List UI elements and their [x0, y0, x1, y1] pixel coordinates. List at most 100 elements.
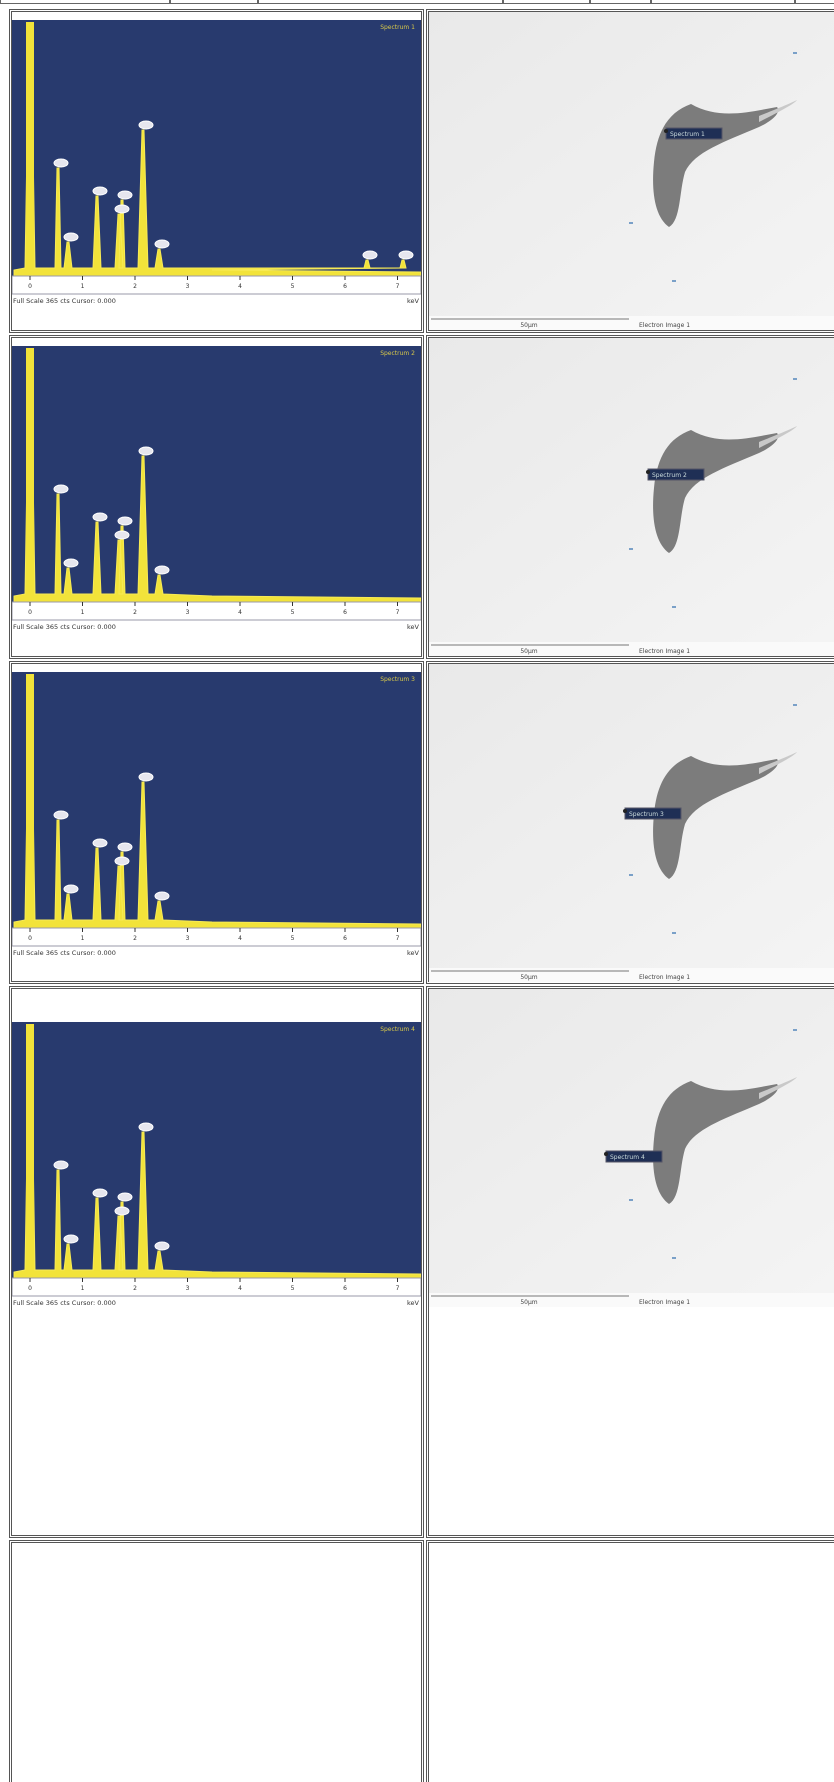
image-background — [429, 338, 834, 642]
axis-tick-label: 7 — [396, 283, 400, 290]
peak-label — [154, 239, 170, 249]
peak-label — [63, 1234, 79, 1244]
speck — [793, 378, 797, 380]
marker-label: Spectrum 3 — [629, 811, 664, 818]
peak-label — [117, 842, 133, 852]
sem-image: Spectrum 4 50µm Electron Image 1 — [429, 989, 834, 1307]
spectrum-unit: keV — [407, 1299, 420, 1307]
image-background — [429, 989, 834, 1293]
table-cell — [503, 0, 590, 4]
peak-label — [92, 838, 108, 848]
spectrum-axis — [12, 275, 421, 295]
spectrum-unit: keV — [407, 949, 420, 957]
peak-label — [117, 516, 133, 526]
peak-label — [117, 1192, 133, 1202]
table-cell — [426, 1540, 834, 1782]
table-cell — [258, 0, 503, 4]
axis-tick-label: 5 — [291, 1285, 295, 1292]
axis-tick-label: 6 — [343, 609, 347, 616]
particle — [653, 756, 779, 879]
axis-tick-label: 5 — [291, 283, 295, 290]
image-footer — [429, 968, 834, 982]
axis-tick-label: 4 — [238, 609, 242, 616]
marker-point — [604, 1152, 608, 1156]
scale-label: 50µm — [520, 322, 537, 329]
spectrum-footer: Full Scale 365 cts Cursor: 0.000 — [13, 1299, 116, 1307]
axis-tick-label: 3 — [186, 935, 190, 942]
axis-tick-label: 2 — [133, 1285, 137, 1292]
spectrum-unit: keV — [407, 623, 420, 631]
eds-spectrum: Spectrum 2 0 1 2 3 4 5 6 7 Full Scale 365 cts Cur… — [12, 346, 421, 631]
spectrum-bar — [26, 674, 34, 928]
table-cell: Spectrum 2 50µm Electron Image 1 — [426, 335, 834, 659]
peak-label — [63, 232, 79, 242]
axis-tick-label: 6 — [343, 1285, 347, 1292]
spectrum-background — [12, 20, 421, 276]
table-cell: Spectrum 4 0 1 2 3 4 5 6 7 Full Scale 365 cts Cur… — [9, 986, 424, 1538]
particle — [653, 430, 779, 553]
particle — [653, 1081, 779, 1204]
axis-tick-label: 1 — [81, 1285, 85, 1292]
axis-tick-label: 1 — [81, 283, 85, 290]
marker-label: Spectrum 2 — [652, 472, 687, 479]
sem-image: Spectrum 1 50µm Electron Image 1 — [429, 12, 834, 330]
spectrum-background — [12, 1022, 421, 1278]
spectrum-footer: Full Scale 365 cts Cursor: 0.000 — [13, 623, 116, 631]
image-footer — [429, 316, 834, 330]
table-cell — [9, 1540, 424, 1782]
spectrum-bar — [26, 348, 34, 602]
table-cell: Spectrum 4 50µm Electron Image 1 — [426, 986, 834, 1538]
axis-tick-label: 2 — [133, 283, 137, 290]
marker-box — [647, 468, 705, 481]
spectrum-axis — [12, 601, 421, 621]
sem-image: Spectrum 2 50µm Electron Image 1 — [429, 338, 834, 656]
peak-label — [114, 856, 130, 866]
spectrum-footer: Full Scale 365 cts Cursor: 0.000 — [13, 949, 116, 957]
spectrum-axis — [12, 927, 421, 947]
spectrum-footer: Full Scale 365 cts Cursor: 0.000 — [13, 297, 116, 305]
scale-label: 50µm — [520, 648, 537, 655]
image-caption: Electron Image 1 — [639, 974, 690, 981]
axis-tick-label: 0 — [28, 1285, 32, 1292]
spectrum-title: Spectrum 4 — [380, 1026, 415, 1033]
axis-tick-label: 7 — [396, 1285, 400, 1292]
table-cell: Spectrum 1 0 1 2 3 4 5 6 7 Full Scale 365 cts Cur… — [9, 9, 424, 333]
axis-tick-label: 2 — [133, 609, 137, 616]
speck — [672, 1257, 676, 1259]
particle-shadow — [759, 426, 797, 448]
axis-tick-label: 0 — [28, 283, 32, 290]
axis-tick-label: 2 — [133, 935, 137, 942]
table-cell — [170, 0, 258, 4]
marker-point — [664, 129, 668, 133]
peak-label — [117, 190, 133, 200]
speck — [629, 874, 633, 876]
marker-point — [623, 809, 627, 813]
peak-label — [362, 250, 378, 260]
marker-box — [605, 1150, 663, 1163]
peak-label — [92, 1188, 108, 1198]
spectrum-unit: keV — [407, 297, 420, 305]
spectrum-trace — [13, 349, 421, 603]
table-cell: Spectrum 2 0 1 2 3 4 5 6 7 Full Scale 365 cts Cur… — [9, 335, 424, 659]
axis-tick-label: 3 — [186, 1285, 190, 1292]
spectrum-title: Spectrum 1 — [380, 24, 415, 31]
peak-label — [53, 1160, 69, 1170]
speck — [793, 52, 797, 54]
particle-shadow — [759, 752, 797, 774]
axis-tick-label: 3 — [186, 283, 190, 290]
peak-label — [53, 810, 69, 820]
axis-tick-label: 6 — [343, 283, 347, 290]
table-cell — [651, 0, 795, 4]
image-footer — [429, 642, 834, 656]
speck — [629, 548, 633, 550]
peak-label — [154, 1241, 170, 1251]
marker-box — [665, 127, 723, 140]
speck — [629, 222, 633, 224]
spectrum-background — [12, 672, 421, 928]
axis-tick-label: 0 — [28, 609, 32, 616]
axis-tick-label: 5 — [291, 609, 295, 616]
table-cell: Spectrum 1 50µm Electron Image 1 — [426, 9, 834, 333]
peak-label — [92, 512, 108, 522]
spectrum-bar — [26, 22, 34, 276]
